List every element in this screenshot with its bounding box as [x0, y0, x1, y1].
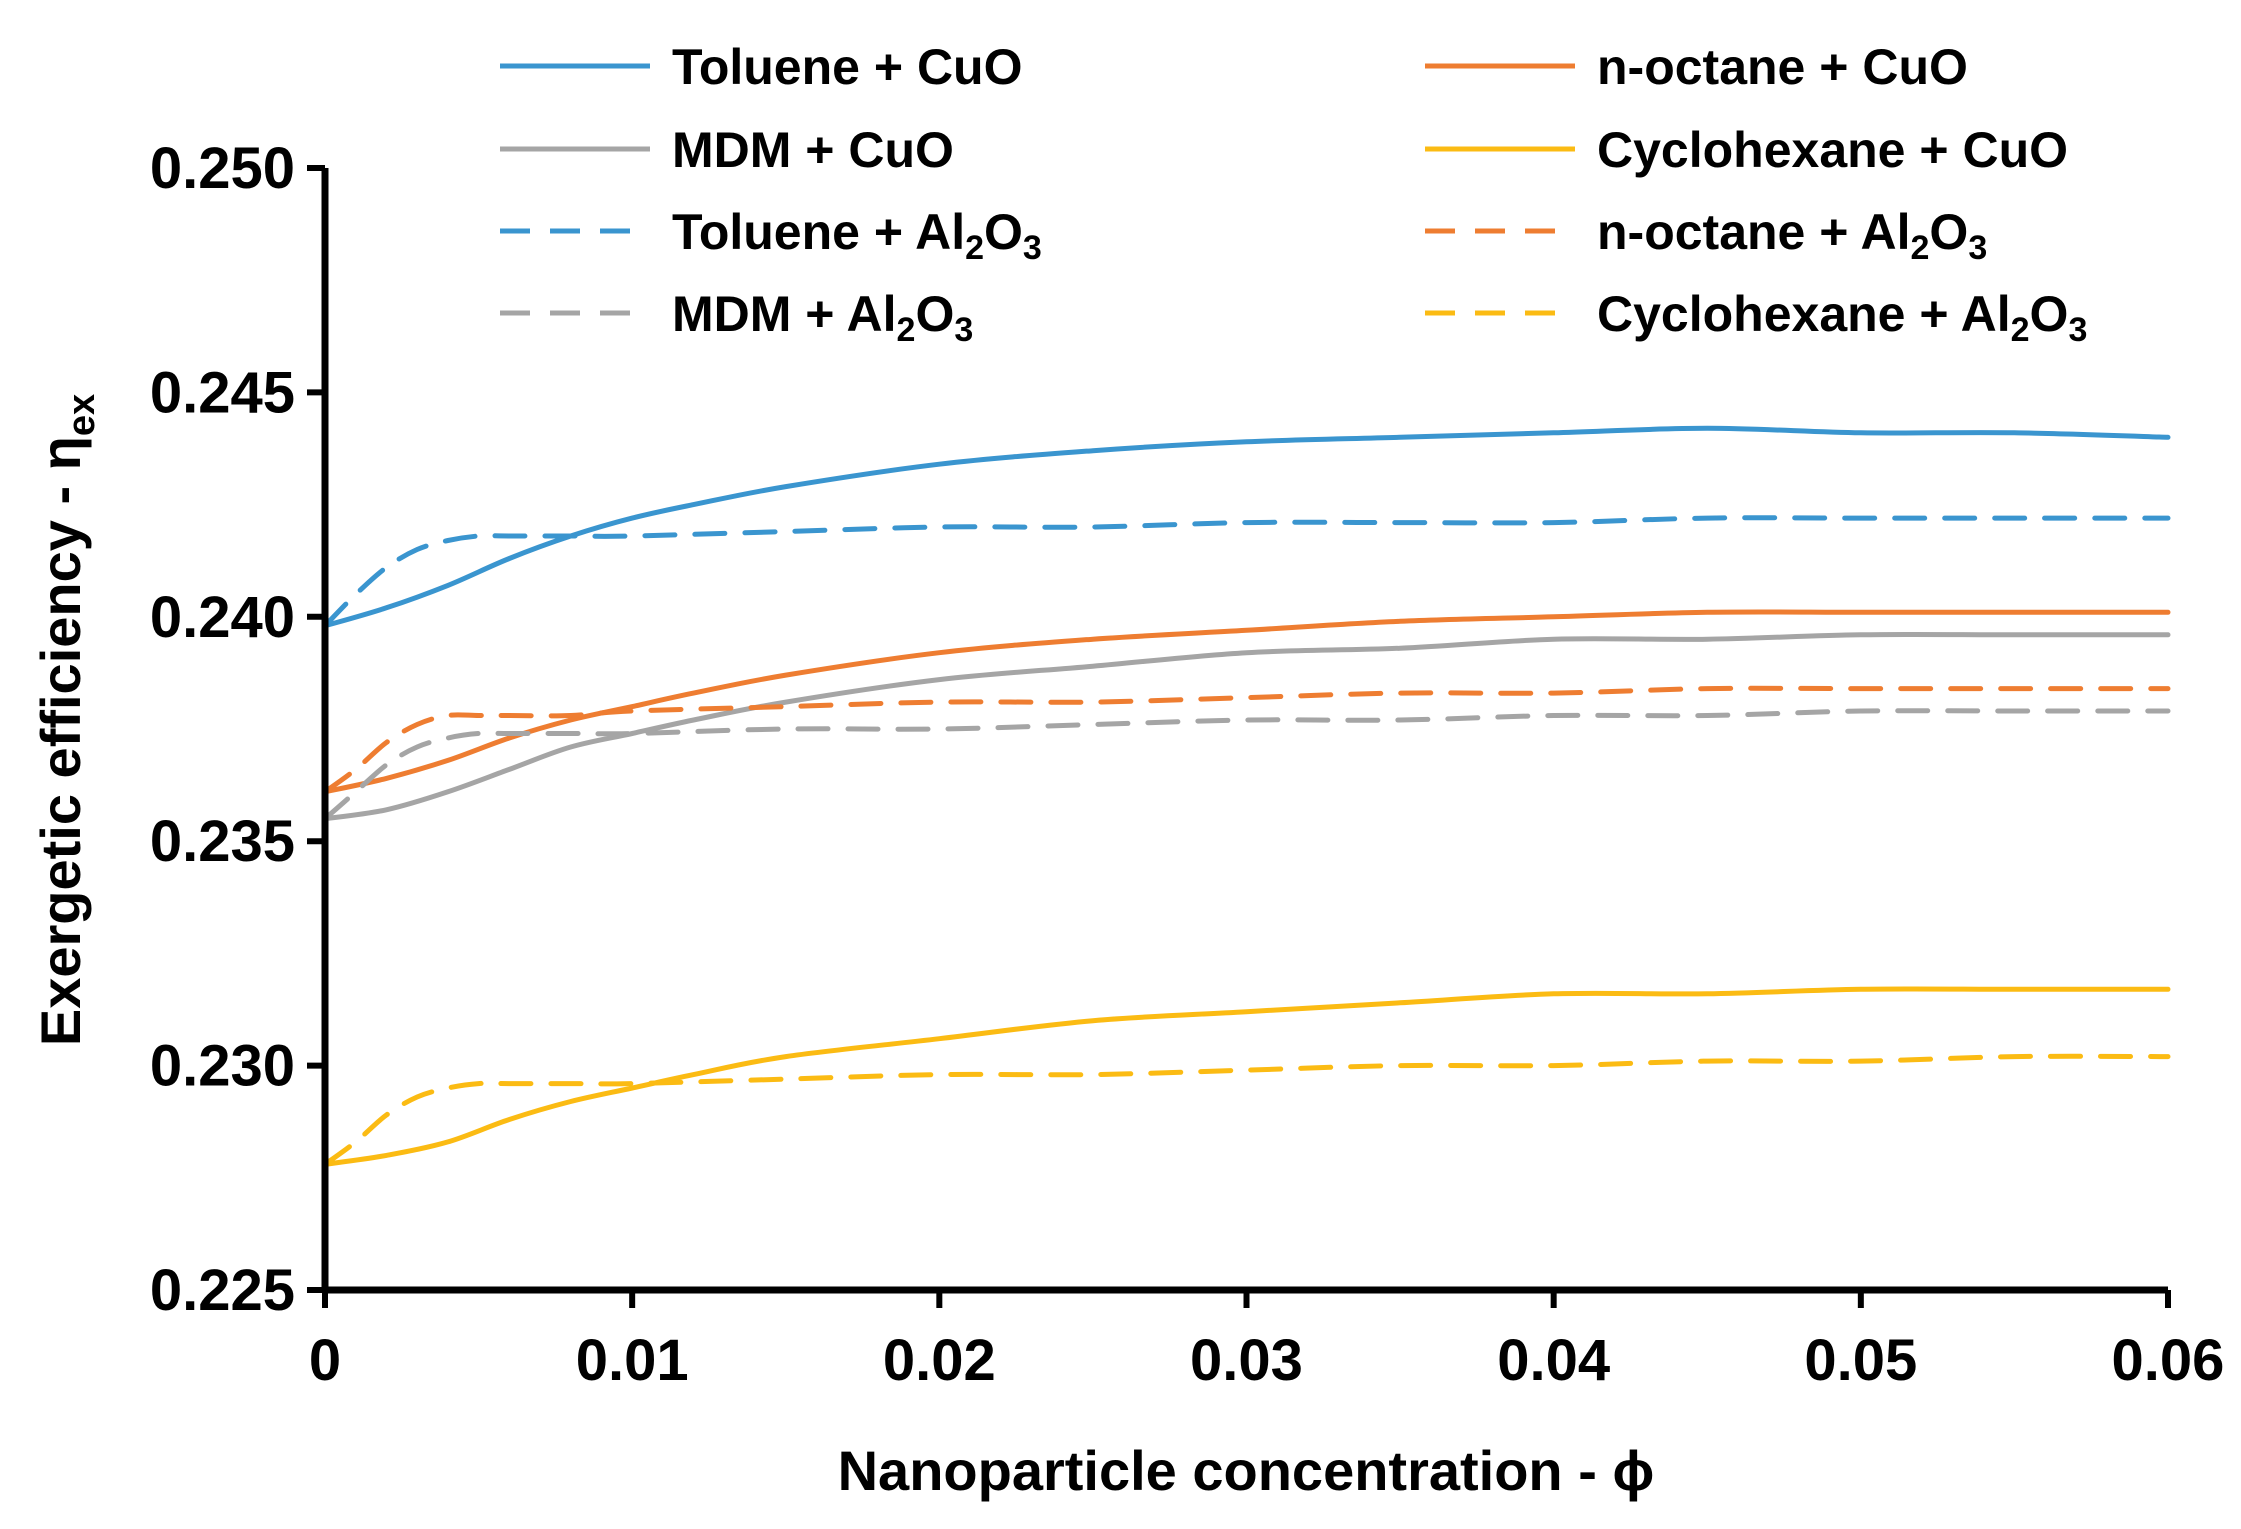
- legend-label-tail: O: [2030, 286, 2069, 342]
- legend-item-n-octane-cuo: n-octane + CuO: [1425, 39, 1968, 95]
- legend-label-tail: O: [915, 286, 954, 342]
- legend-label: MDM + Al2O3: [672, 286, 973, 349]
- y-axis-title-subscript: ex: [61, 394, 103, 436]
- y-tick-label: 0.245: [150, 360, 295, 425]
- series-line-cyclohexane-al2o3: [322, 1053, 2171, 1167]
- legend-label-main: n-octane + CuO: [1597, 39, 1968, 95]
- legend-label-main: Toluene + CuO: [672, 39, 1023, 95]
- legend-label: n-octane + CuO: [1597, 39, 1968, 95]
- legend-label-main: Cyclohexane + Al: [1597, 286, 2011, 342]
- x-tick-label: 0: [309, 1328, 341, 1393]
- y-tick-label: 0.230: [150, 1034, 295, 1099]
- legend-label: Toluene + CuO: [672, 39, 1023, 95]
- x-tick-label: 0.01: [576, 1328, 689, 1393]
- legend-item-mdm-al2o3: MDM + Al2O3: [500, 286, 973, 349]
- legend-item-toluene-al2o3: Toluene + Al2O3: [500, 204, 1042, 267]
- y-tick-label: 0.225: [150, 1258, 295, 1323]
- legend-label-main: Cyclohexane + CuO: [1597, 122, 2068, 178]
- y-axis-title: Exergetic efficiency - ηex: [29, 394, 103, 1046]
- x-ticks: 0 0.01 0.02 0.03 0.04 0.05 0.06: [309, 1290, 2225, 1393]
- series-line-n-octane-cuo: [322, 609, 2171, 795]
- legend-item-toluene-cuo: Toluene + CuO: [500, 39, 1023, 95]
- legend-item-n-octane-al2o3: n-octane + Al2O3: [1425, 204, 1987, 267]
- legend: Toluene + CuO n-octane + CuO MDM + CuO Cycl…: [500, 39, 2087, 349]
- legend-label-tail: O: [1929, 204, 1968, 260]
- legend-label-main: n-octane + Al: [1597, 204, 1910, 260]
- x-tick-label: 0.02: [883, 1328, 996, 1393]
- legend-label-subscript: 3: [2068, 311, 2087, 349]
- series-line-mdm-cuo: [322, 631, 2171, 822]
- y-tick-label: 0.235: [150, 809, 295, 874]
- legend-label: Cyclohexane + CuO: [1597, 122, 2068, 178]
- x-axis-title: Nanoparticle concentration - ϕ: [838, 1439, 1655, 1502]
- x-tick-label: 0.04: [1497, 1328, 1610, 1393]
- legend-label-main: MDM + CuO: [672, 122, 954, 178]
- x-tick-label: 0.05: [1804, 1328, 1917, 1393]
- series-line-mdm-al2o3: [322, 708, 2171, 822]
- legend-label: Toluene + Al2O3: [672, 204, 1042, 267]
- y-tick-label: 0.240: [150, 585, 295, 650]
- x-tick-label: 0.06: [2112, 1328, 2225, 1393]
- series-line-toluene-cuo: [322, 425, 2171, 629]
- legend-label-subscript: 3: [954, 311, 973, 349]
- series-layer: [322, 425, 2171, 1167]
- legend-label-subscript: 2: [1910, 229, 1929, 267]
- series-line-cyclohexane-cuo: [322, 986, 2171, 1167]
- series-line-toluene-al2o3: [322, 515, 2171, 629]
- legend-item-cyclohexane-cuo: Cyclohexane + CuO: [1425, 122, 2068, 178]
- x-tick-label: 0.03: [1190, 1328, 1303, 1393]
- legend-label: MDM + CuO: [672, 122, 954, 178]
- y-ticks: 0.225 0.230 0.235 0.240 0.245 0.250: [150, 136, 325, 1323]
- legend-item-cyclohexane-al2o3: Cyclohexane + Al2O3: [1425, 286, 2087, 349]
- legend-label-subscript: 3: [1968, 229, 1987, 267]
- legend-label-main: Toluene + Al: [672, 204, 965, 260]
- legend-label: n-octane + Al2O3: [1597, 204, 1987, 267]
- y-tick-label: 0.250: [150, 136, 295, 201]
- legend-item-mdm-cuo: MDM + CuO: [500, 122, 954, 178]
- legend-label: Cyclohexane + Al2O3: [1597, 286, 2087, 349]
- legend-label-subscript: 2: [965, 229, 984, 267]
- series-line-n-octane-al2o3: [322, 685, 2171, 795]
- legend-label-subscript: 3: [1023, 229, 1042, 267]
- legend-label-subscript: 2: [897, 311, 916, 349]
- legend-label-tail: O: [984, 204, 1023, 260]
- legend-label-main: MDM + Al: [672, 286, 897, 342]
- legend-label-subscript: 2: [2011, 311, 2030, 349]
